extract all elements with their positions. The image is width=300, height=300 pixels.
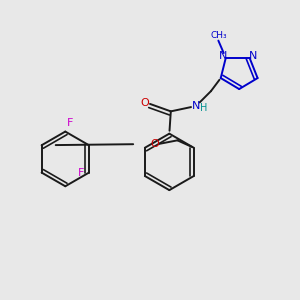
Text: N: N xyxy=(219,51,227,61)
Text: N: N xyxy=(249,51,257,61)
Text: O: O xyxy=(151,139,160,149)
Text: N: N xyxy=(192,101,201,111)
Text: F: F xyxy=(67,118,73,128)
Text: F: F xyxy=(77,169,84,178)
Text: H: H xyxy=(200,103,208,113)
Text: CH₃: CH₃ xyxy=(210,31,227,40)
Text: O: O xyxy=(140,98,149,108)
